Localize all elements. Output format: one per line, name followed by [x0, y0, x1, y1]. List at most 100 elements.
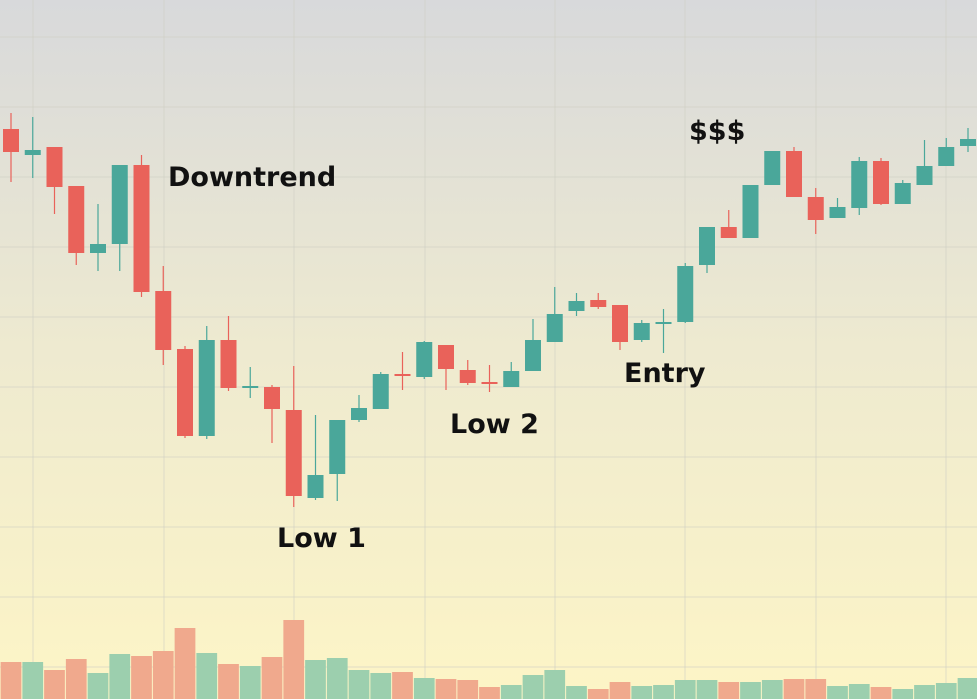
volume-bar	[0, 662, 22, 699]
volume-bar	[239, 666, 261, 699]
volume-bar	[413, 678, 435, 699]
candle-body	[916, 166, 933, 185]
volume-bar	[870, 687, 892, 699]
candle-body	[220, 340, 237, 388]
candle-body	[68, 186, 85, 253]
volume-bar	[935, 683, 957, 699]
candle-body	[829, 207, 846, 218]
candle-body	[416, 342, 433, 377]
annotation: Entry	[624, 358, 706, 389]
volume-bar	[392, 672, 413, 699]
volume-bar	[805, 679, 827, 699]
candle-body	[3, 129, 19, 152]
volume-bar	[827, 686, 848, 699]
candle-body	[198, 340, 215, 436]
volume-bar	[370, 673, 392, 699]
candle-body	[242, 386, 259, 388]
volume-bar	[848, 684, 870, 699]
candle-body	[612, 305, 628, 342]
candle-body	[155, 291, 172, 350]
volume-bar	[22, 662, 44, 699]
volume-bar	[783, 679, 805, 699]
volume-bar	[653, 685, 674, 699]
candle-body	[699, 227, 715, 265]
annotation: Low 2	[450, 409, 539, 440]
candle-body	[546, 314, 563, 342]
candle-body	[394, 374, 411, 376]
volume-bar	[109, 654, 131, 699]
candle-body	[503, 371, 520, 387]
candle-body	[24, 150, 41, 155]
volume-bar	[500, 685, 522, 699]
candle-body	[329, 420, 346, 474]
volume-bar	[196, 653, 218, 699]
volume-bar	[457, 680, 479, 699]
candle-body	[851, 161, 868, 208]
marks	[0, 113, 977, 699]
candle-body	[264, 387, 280, 409]
volume-bar	[218, 664, 239, 699]
volume-bar	[587, 689, 609, 699]
candle-body	[481, 382, 498, 384]
annotation: Low 1	[277, 523, 366, 554]
candle-body	[90, 244, 106, 253]
candle-body	[525, 340, 541, 371]
volume-bar	[674, 680, 696, 699]
volume-bar	[696, 680, 718, 699]
candle-body	[633, 323, 650, 340]
volume-bar	[566, 686, 587, 699]
volume-bar	[522, 675, 544, 699]
candle-body	[960, 139, 976, 146]
volume-bar	[44, 670, 65, 699]
candle-body	[938, 147, 955, 166]
candle-body	[177, 349, 193, 436]
candle-body	[438, 345, 454, 369]
volume-bar	[544, 670, 566, 699]
volume-bar	[761, 680, 783, 699]
volume-bar	[326, 658, 348, 699]
candle-body	[677, 266, 694, 322]
volume-bar	[914, 685, 935, 699]
candle-body	[590, 300, 607, 307]
candle-body	[372, 374, 389, 409]
volume-bar	[609, 682, 631, 699]
candle-body	[568, 301, 585, 311]
volume-bar	[479, 687, 500, 699]
volume-bar	[65, 659, 87, 699]
candle-body	[742, 185, 759, 238]
volume-bar	[718, 682, 740, 699]
volume-bar	[87, 673, 109, 699]
volume-bar	[631, 686, 653, 699]
candle-body	[786, 151, 802, 197]
volume-bar	[131, 656, 152, 699]
candle-body	[351, 408, 367, 420]
annotation: $$$	[689, 116, 745, 147]
volume-bar	[174, 628, 196, 699]
volume-bar	[305, 660, 326, 699]
candle-body	[894, 183, 911, 204]
candle-body	[285, 410, 302, 496]
candle-body	[655, 322, 672, 324]
candle-body	[307, 475, 324, 498]
candle-body	[459, 370, 476, 383]
volume-bar	[435, 679, 457, 699]
volume-bar	[152, 651, 174, 699]
volume-bar	[892, 689, 914, 699]
candle-body	[46, 147, 63, 187]
candle-body	[764, 151, 781, 185]
volume-bar	[283, 620, 305, 699]
candle-body	[720, 227, 737, 238]
candle-body	[133, 165, 150, 292]
annotation: Downtrend	[168, 162, 336, 193]
volume-bar	[740, 682, 761, 699]
candle-body	[807, 197, 824, 220]
volume-bar	[957, 678, 977, 699]
candle-body	[873, 161, 889, 204]
candle-body	[111, 165, 128, 244]
volume-bar	[261, 657, 283, 699]
volume-bar	[348, 670, 370, 699]
